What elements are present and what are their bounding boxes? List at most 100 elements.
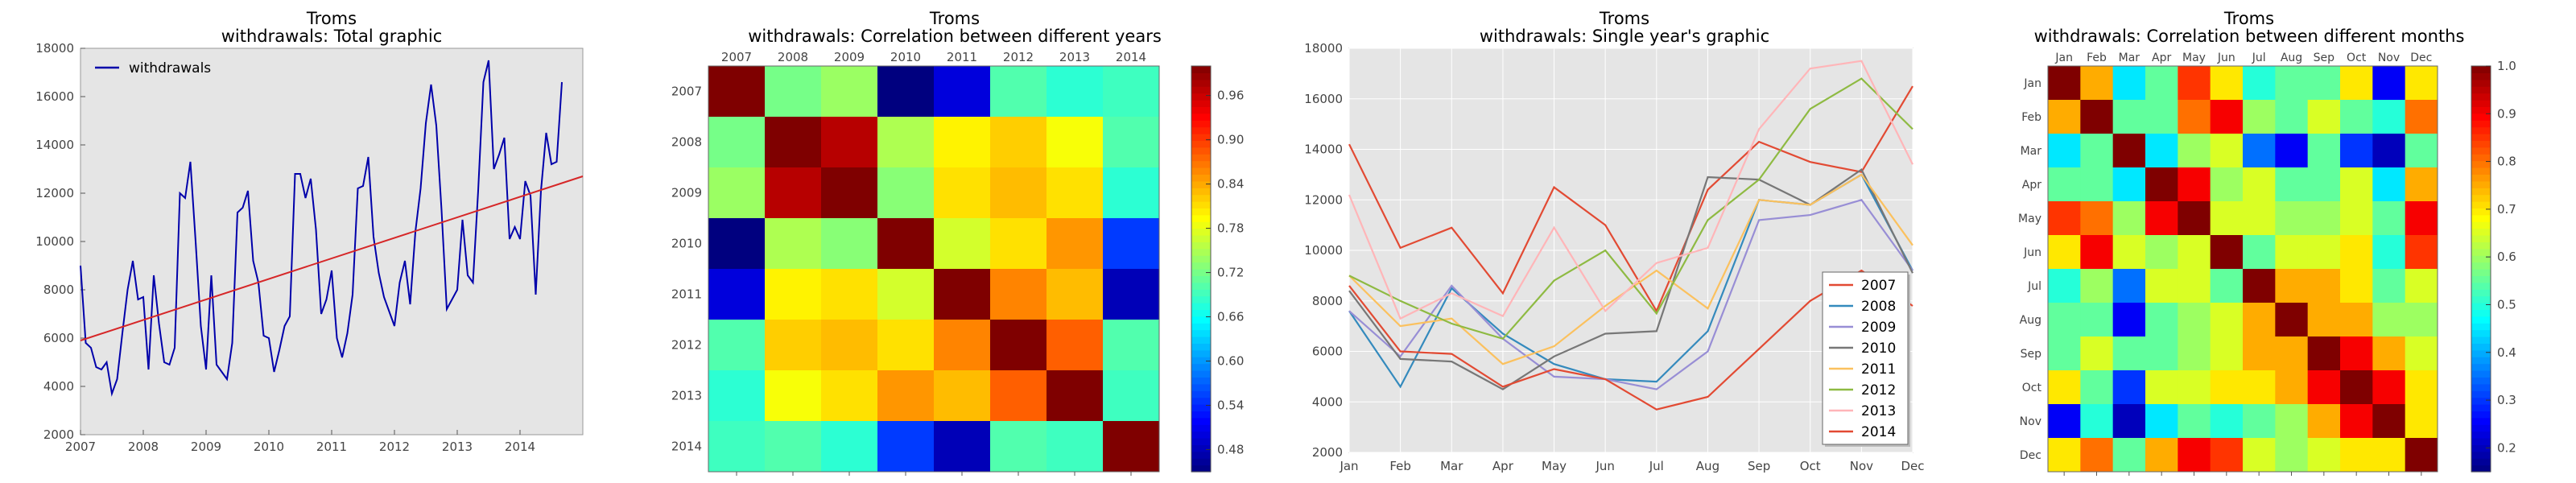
row-label: Oct	[2022, 382, 2042, 394]
x-tick-label: 2010	[254, 440, 284, 454]
heatmap-cell	[2145, 66, 2178, 101]
x-tick-label: 2008	[128, 440, 159, 454]
col-label: Aug	[2281, 52, 2302, 64]
heatmap-cell	[765, 218, 822, 270]
heatmap-frame	[2047, 65, 2438, 473]
x-tick-label: Oct	[1800, 459, 1821, 473]
heatmap-cell	[2210, 201, 2244, 236]
heatmap-cell	[2275, 100, 2309, 134]
heatmap-cell	[934, 320, 991, 371]
y-tick-label: 16000	[1304, 92, 1343, 106]
heatmap-cell	[990, 218, 1047, 270]
heatmap-cell	[821, 218, 878, 270]
colorbar-segment	[2471, 188, 2491, 196]
colorbar-segment	[2471, 289, 2491, 297]
col-label: 2011	[947, 50, 977, 64]
y-tick-label: 2000	[1312, 445, 1343, 460]
colorbar-segment	[2471, 363, 2491, 371]
heatmap-cell	[2178, 235, 2211, 270]
chart-year-corr: Troms withdrawals: Correlation between d…	[671, 9, 1244, 476]
heatmap-cell	[2340, 235, 2373, 270]
chart-month-corr-labels: Jan Jan Feb Feb Mar Mar Apr Apr May May Jun Jun Jul J…	[2018, 52, 2432, 476]
colorbar-segment	[2471, 390, 2491, 398]
heatmap-cell	[2048, 201, 2081, 236]
colorbar-segment	[1191, 377, 1211, 385]
heatmap-cell	[2275, 370, 2309, 405]
colorbar-segment	[1191, 282, 1211, 290]
x-tick-label: Mar	[1440, 459, 1463, 473]
heatmap-cell	[2145, 404, 2178, 439]
colorbar-segment	[1191, 309, 1211, 317]
colorbar-segment	[1191, 336, 1211, 344]
colorbar-segment	[1191, 417, 1211, 425]
x-tick-label: Feb	[1389, 459, 1411, 473]
y-tick-label: 12000	[35, 186, 74, 200]
colorbar-segment	[2471, 79, 2491, 87]
heatmap-cell	[2210, 235, 2244, 270]
colorbar-segment	[2471, 134, 2491, 141]
heatmap-cell	[2275, 404, 2309, 439]
heatmap-cell	[2048, 438, 2081, 473]
colorbar-segment	[2471, 269, 2491, 276]
heatmap-cell	[2372, 438, 2406, 473]
chart-year-corr-title-2: withdrawals: Correlation between differe…	[748, 27, 1162, 46]
heatmap-cell	[821, 320, 878, 371]
colorbar-segment	[1191, 100, 1211, 107]
heatmap-cell	[2340, 66, 2373, 101]
colorbar-segment	[1191, 120, 1211, 128]
colorbar-segment	[2471, 160, 2491, 168]
colorbar-segment	[1191, 134, 1211, 141]
colorbar-segment	[1191, 451, 1211, 459]
heatmap-cell	[2372, 269, 2406, 303]
heatmap-cell	[2405, 370, 2438, 405]
col-label: 2007	[721, 50, 752, 64]
heatmap-cell	[2275, 235, 2309, 270]
colorbar-segment	[1191, 269, 1211, 276]
heatmap-cell	[2307, 370, 2341, 405]
y-tick-label: 18000	[35, 41, 74, 56]
series-line-2013	[1348, 60, 1913, 320]
colorbar-tick-label: 0.3	[2497, 393, 2516, 407]
heatmap-cell	[2243, 336, 2276, 371]
colorbar-segment	[2471, 228, 2491, 236]
col-label: Feb	[2087, 52, 2107, 64]
colorbar-segment	[2471, 282, 2491, 290]
colorbar-segment	[2471, 255, 2491, 263]
colorbar-segment	[2471, 167, 2491, 175]
heatmap-cell	[1046, 269, 1104, 320]
heatmap-cell	[2178, 201, 2211, 236]
heatmap-cell	[2210, 269, 2244, 303]
heatmap-cell	[2048, 167, 2081, 202]
heatmap-cell	[2405, 438, 2438, 473]
heatmap-cell	[2405, 167, 2438, 202]
heatmap-cell	[934, 66, 991, 118]
heatmap-cell	[2145, 269, 2178, 303]
colorbar-segment	[2471, 444, 2491, 452]
heatmap-cell	[2372, 134, 2406, 168]
heatmap-cell	[2275, 438, 2309, 473]
row-label: 2008	[671, 135, 702, 150]
heatmap-cell	[821, 167, 878, 219]
heatmap-cell	[708, 370, 766, 422]
x-tick-label: Nov	[1850, 459, 1873, 473]
heatmap-cell	[877, 218, 935, 270]
colorbar-segment	[1191, 174, 1211, 182]
colorbar-segment	[1191, 79, 1211, 87]
heatmap-cell	[765, 421, 822, 473]
colorbar-tick-label: 0.60	[1217, 354, 1244, 369]
heatmap-cell	[2405, 303, 2438, 337]
x-tick-label: Jan	[1339, 459, 1358, 473]
colorbar-segment	[2471, 323, 2491, 331]
heatmap-cell	[1046, 167, 1104, 219]
heatmap-cell	[2178, 303, 2211, 337]
heatmap-cell	[1046, 370, 1104, 422]
heatmap-cell	[2243, 134, 2276, 168]
colorbar-segment	[2471, 431, 2491, 439]
heatmap-cell	[2048, 235, 2081, 270]
heatmap-cell	[2048, 336, 2081, 371]
x-tick-label: May	[1542, 459, 1567, 473]
heatmap-cell	[2307, 134, 2341, 168]
row-label: Nov	[2020, 415, 2041, 428]
colorbar-frame	[2471, 65, 2491, 473]
colorbar-segment	[2471, 174, 2491, 182]
